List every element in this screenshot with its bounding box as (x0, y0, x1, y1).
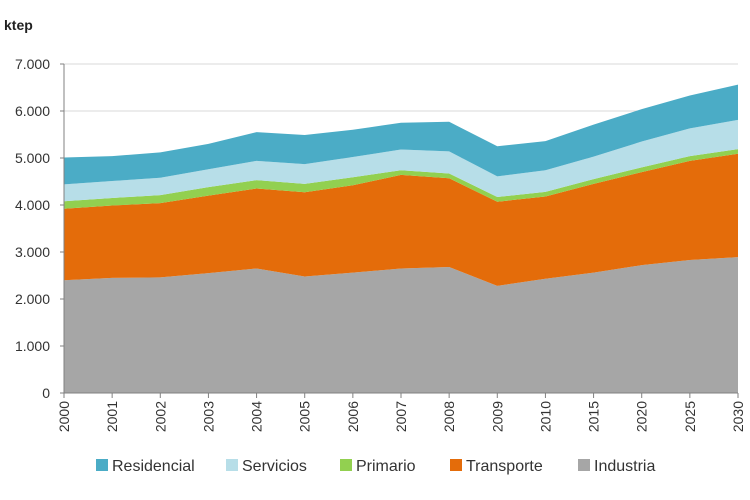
y-tick-label: 2.000 (15, 291, 50, 307)
x-tick-label: 2001 (104, 401, 120, 432)
legend-label: Primario (356, 458, 416, 475)
x-tick-label: 2007 (393, 401, 409, 432)
legend-swatch (226, 459, 238, 471)
x-tick-label: 2010 (537, 401, 553, 432)
area-transporte (64, 153, 738, 286)
y-tick-label: 1.000 (15, 338, 50, 354)
x-tick-label: 2000 (56, 401, 72, 432)
legend-label: Transporte (466, 458, 543, 475)
x-tick-label: 2005 (297, 401, 313, 432)
legend-label: Residencial (112, 458, 195, 475)
y-tick-label: 4.000 (15, 197, 50, 213)
legend-item-primario: Primario (340, 458, 416, 475)
area-series (64, 84, 738, 393)
y-tick-label: 0 (42, 385, 50, 401)
area-servicios (64, 119, 738, 202)
x-tick-label: 2003 (200, 401, 216, 432)
area-industria (64, 257, 738, 393)
legend-item-servicios: Servicios (226, 458, 307, 475)
x-tick-label: 2004 (249, 401, 265, 432)
legend-item-industria: Industria (578, 458, 655, 475)
y-tick-label: 7.000 (15, 56, 50, 72)
legend: Residencial Servicios Primario Transporte In… (96, 458, 655, 475)
x-tick-label: 2030 (730, 401, 746, 432)
area-residencial (64, 84, 738, 185)
x-tick-label: 2015 (586, 401, 602, 432)
x-tick-label: 2008 (441, 401, 457, 432)
legend-swatch (340, 459, 352, 471)
y-axis-unit-label: ktep (4, 17, 33, 33)
x-axis-ticks: 2000 2001 2002 2003 2004 2005 2006 2007 2008 2009… (56, 393, 746, 432)
y-tick-label: 6.000 (15, 103, 50, 119)
legend-item-transporte: Transporte (450, 458, 543, 475)
x-tick-label: 2006 (345, 401, 361, 432)
x-tick-label: 2009 (489, 401, 505, 432)
legend-swatch (450, 459, 462, 471)
legend-swatch (578, 459, 590, 471)
legend-item-residencial: Residencial (96, 458, 195, 475)
legend-label: Industria (594, 458, 655, 475)
x-tick-label: 2002 (152, 401, 168, 432)
x-tick-label: 2020 (634, 401, 650, 432)
legend-label: Servicios (242, 458, 307, 475)
area-primario (64, 149, 738, 209)
y-tick-label: 5.000 (15, 150, 50, 166)
legend-swatch (96, 459, 108, 471)
y-tick-label: 3.000 (15, 244, 50, 260)
x-tick-label: 2025 (682, 401, 698, 432)
y-axis-ticks: 0 1.000 2.000 3.000 4.000 5.000 6.000 7.000 (15, 56, 64, 401)
